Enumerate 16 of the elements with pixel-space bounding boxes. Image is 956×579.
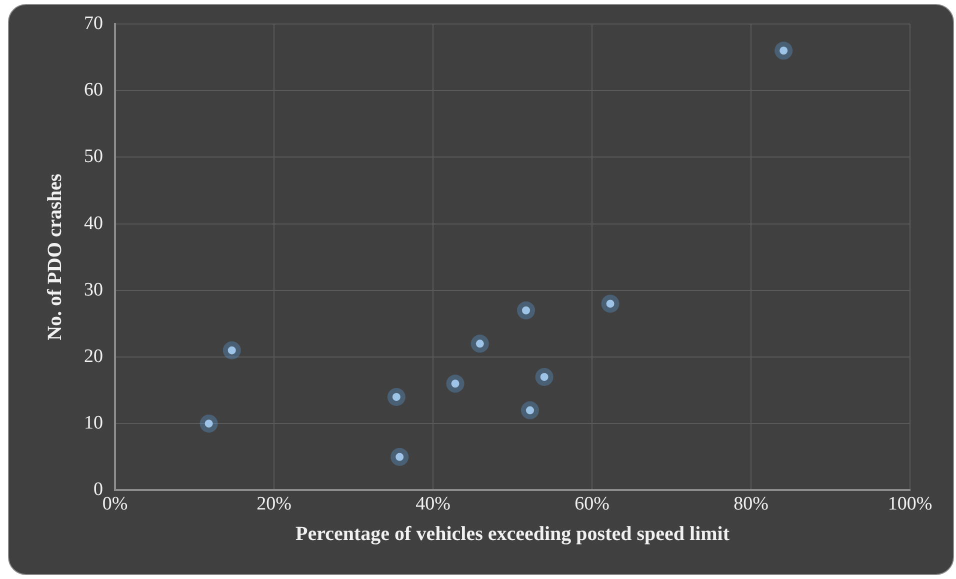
y-tick-label: 0 [94,479,103,500]
x-tick-label: 80% [734,494,769,515]
y-tick-label: 20 [84,346,103,367]
y-tick-label: 10 [84,412,103,434]
x-tick-label: 60% [574,494,610,515]
x-axis-title: Percentage of vehicles exceeding posted speed limit [296,523,730,546]
y-tick-label: 40 [84,212,103,234]
x-tick-label: 100% [888,494,932,515]
x-tick-label: 20% [256,494,292,515]
y-axis-title: No. of PDO crashes [44,174,66,340]
y-tick-label: 70 [84,12,103,34]
x-tick-label: 0% [102,494,128,515]
y-tick-label: 60 [84,80,103,101]
x-tick-label: 40% [416,494,451,515]
y-tick-label: 30 [84,279,103,300]
y-tick-label: 50 [84,146,103,168]
